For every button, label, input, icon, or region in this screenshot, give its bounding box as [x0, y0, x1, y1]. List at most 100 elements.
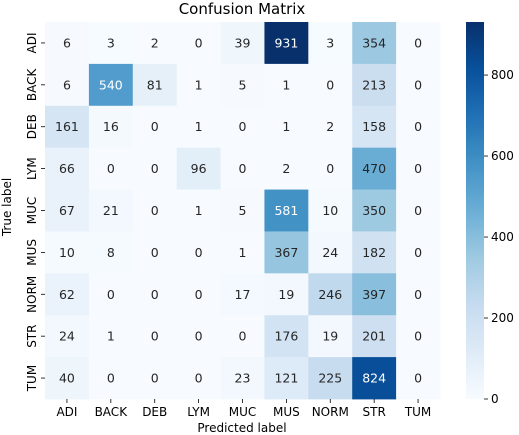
heatmap-cell [88, 273, 134, 316]
heatmap-cell [45, 22, 90, 65]
heatmap-cell [88, 63, 134, 107]
cell-value-label: 23 [235, 371, 251, 386]
heatmap-cell [396, 63, 441, 107]
heatmap-cell [176, 315, 221, 358]
cell-value-label: 0 [195, 371, 203, 386]
cell-value-label: 10 [59, 245, 75, 260]
heatmap-cell [45, 357, 90, 400]
heatmap-cell [88, 231, 134, 274]
heatmap-cell [132, 63, 178, 107]
cell-value-label: 0 [151, 371, 159, 386]
cell-value-label: 0 [195, 35, 203, 50]
y-tick-label: TUM [25, 365, 39, 392]
heatmap-cell [264, 273, 309, 316]
cell-value-label: 0 [414, 287, 422, 302]
cell-value-label: 213 [362, 77, 386, 92]
heatmap-cell [352, 105, 397, 149]
heatmap-cell [396, 105, 441, 149]
cell-value-label: 0 [239, 161, 247, 176]
heatmap-cell [352, 22, 397, 65]
cell-value-label: 0 [414, 371, 422, 386]
cell-value-label: 0 [151, 245, 159, 260]
cell-value-label: 470 [362, 161, 386, 176]
cell-value-label: 158 [362, 119, 386, 134]
heatmap-cell [45, 231, 90, 274]
heatmap-cell [308, 147, 353, 190]
y-tick-label: DEB [25, 114, 39, 139]
heatmap-cell [220, 22, 265, 65]
heatmap-cell [88, 22, 134, 65]
cell-value-label: 1 [282, 77, 290, 92]
y-axis: ADI BACK DEB LYM MUC MUS NORM STR TUM [25, 32, 45, 392]
colorbar-tick-label: 800 [491, 68, 514, 82]
heatmap-cell [264, 357, 309, 400]
cell-value-label: 19 [322, 329, 338, 344]
cell-value-label: 10 [322, 203, 338, 218]
heatmap-cell [264, 315, 309, 358]
heatmap-cell [352, 231, 397, 274]
cell-value-label: 0 [107, 287, 115, 302]
cell-value-label: 19 [278, 287, 294, 302]
heatmap-cell [45, 189, 90, 232]
cell-value-label: 16 [103, 119, 119, 134]
cell-value-label: 0 [151, 203, 159, 218]
cell-value-label: 21 [103, 203, 119, 218]
x-tick-label: MUC [229, 405, 257, 419]
heatmap-cell [176, 231, 221, 274]
heatmap-cell [352, 63, 397, 107]
x-tick-label: BACK [95, 405, 129, 419]
x-tick-label: TUM [404, 405, 431, 419]
heatmap-cell [45, 105, 90, 149]
heatmap-cell [396, 273, 441, 316]
cell-value-label: 0 [107, 371, 115, 386]
cell-value-label: 17 [235, 287, 251, 302]
x-tick-label: STR [363, 405, 386, 419]
y-tick-label: ADI [25, 32, 39, 53]
heatmap-cell [132, 147, 178, 190]
cell-value-label: 176 [274, 329, 298, 344]
cell-value-label: 824 [362, 371, 386, 386]
heatmap-cell [220, 315, 265, 358]
y-tick-label: STR [25, 325, 39, 348]
cell-value-label: 931 [274, 35, 298, 50]
cell-value-label: 121 [274, 371, 298, 386]
cell-value-label: 1 [195, 119, 203, 134]
cell-value-label: 3 [107, 35, 115, 50]
heatmap-cell [220, 105, 265, 149]
heatmap-cell [132, 231, 178, 274]
heatmap-cell [396, 147, 441, 190]
x-axis-label: Predicted label [197, 421, 286, 435]
y-tick-label: MUS [25, 239, 39, 266]
heatmap-cell [88, 105, 134, 149]
heatmap-cell [88, 147, 134, 190]
cell-value-label: 0 [151, 119, 159, 134]
cell-value-label: 2 [282, 161, 290, 176]
heatmap-cell [264, 231, 309, 274]
heatmap-cell [308, 189, 353, 232]
cell-value-label: 8 [107, 245, 115, 260]
cell-value-label: 66 [59, 161, 75, 176]
y-tick-label: MUC [25, 197, 39, 225]
cell-value-label: 96 [191, 161, 207, 176]
cell-value-label: 225 [318, 371, 342, 386]
heatmap-cell [264, 22, 309, 65]
cell-value-label: 2 [151, 35, 159, 50]
chart-title: Confusion Matrix [179, 0, 306, 18]
heatmap-cell [176, 189, 221, 232]
heatmap-cell [396, 231, 441, 274]
heatmap-cell [176, 273, 221, 316]
cell-value-label: 5 [239, 77, 247, 92]
heatmap-cell [45, 315, 90, 358]
heatmap-cell [132, 189, 178, 232]
cell-value-label: 0 [414, 77, 422, 92]
heatmap-cell [45, 147, 90, 190]
heatmap-cell [308, 273, 353, 316]
heatmap-cell [308, 357, 353, 400]
heatmap-cell [396, 315, 441, 358]
cell-value-label: 1 [195, 77, 203, 92]
colorbar-tick-label: 600 [491, 149, 514, 163]
heatmap-cell [45, 63, 90, 107]
cell-value-label: 350 [362, 203, 386, 218]
